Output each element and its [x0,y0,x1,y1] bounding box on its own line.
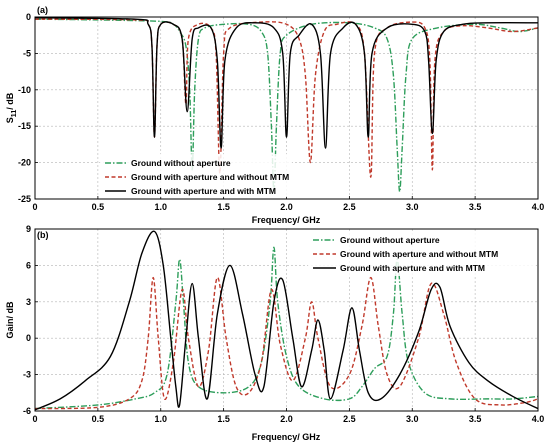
s11-y-label-main: S [5,117,15,123]
s11-y-tick-label: -20 [18,158,31,168]
gain-series-group [34,230,539,411]
s11-x-tick-label: 1.0 [154,202,167,212]
gain-y-tick-label: 0 [26,333,31,343]
s11-x-tick-label: 0.5 [92,202,105,212]
s11-y-label-suffix: / dB [5,92,15,109]
s11-legend-label-aperture-no-mtm: Ground with aperture and without MTM [131,172,289,182]
gain-legend-box [308,231,536,276]
gain-x-ticks: 0 0.5 1.0 1.5 2.0 2.5 3.0 3.5 4.0 [32,408,544,424]
gain-series-ground-with-aperture-and-with-mtm [34,230,539,411]
s11-x-tick-label: 4.0 [532,202,545,212]
gain-legend-label-aperture-mtm: Ground with aperture and with MTM [340,263,485,273]
gain-y-tick-label: 6 [26,260,31,270]
s11-x-tick-label: 0 [32,202,37,212]
s11-y-tick-label: -5 [23,48,31,58]
s11-y-tick-label: -15 [18,121,31,131]
gain-x-tick-label: 2.0 [280,414,293,424]
gain-y-tick-label: 9 [26,224,31,234]
s11-legend: Ground without aperture Ground with aper… [100,154,292,197]
gain-y-ticks: 9 6 3 0 -3 -6 [23,224,38,416]
gain-legend: Ground without aperture Ground with aper… [308,231,536,276]
s11-legend-label-aperture-mtm: Ground with aperture and with MTM [131,186,276,196]
s11-y-tick-label: -25 [18,194,31,204]
gain-x-tick-label: 1.0 [154,414,167,424]
gain-legend-label-no-aperture: Ground without aperture [340,235,440,245]
gain-x-tick-label: 2.5 [343,414,356,424]
gain-x-tick-label: 0 [32,414,37,424]
s11-y-axis-label: S11/ dB [5,92,18,123]
gain-series-ground-with-aperture-and-without-mtm [34,276,539,410]
s11-panel-label: (a) [37,5,48,15]
gain-legend-label-aperture-no-mtm: Ground with aperture and without MTM [340,249,498,259]
s11-x-tick-label: 3.0 [406,202,419,212]
gain-y-tick-label: -3 [23,370,31,380]
s11-x-tick-label: 2.0 [280,202,293,212]
s11-y-tick-label: -10 [18,85,31,95]
s11-x-tick-label: 1.5 [217,202,230,212]
s11-x-axis-label: Frequency/ GHz [252,215,321,225]
gain-panel-label: (b) [37,230,49,240]
s11-y-tick-label: 0 [26,12,31,22]
s11-series-group [34,17,539,193]
gain-x-tick-label: 4.0 [532,414,545,424]
gain-x-axis-label: Frequency/ GHz [252,432,321,442]
s11-x-tick-label: 2.5 [343,202,356,212]
s11-panel: 0 0.5 1.0 1.5 2.0 2.5 3.0 3.5 4.0 0 -5 -10 -15 -20 -2… [5,5,544,225]
gain-y-tick-label: -6 [23,406,31,416]
gain-y-tick-label: 3 [26,297,31,307]
s11-series-ground-without-aperture [34,18,539,193]
s11-y-label-sub: 11 [11,110,18,118]
gain-x-tick-label: 1.5 [217,414,230,424]
s11-x-tick-label: 3.5 [469,202,482,212]
s11-legend-box [100,154,292,197]
gain-x-tick-label: 0.5 [92,414,105,424]
s11-legend-label-no-aperture: Ground without aperture [131,158,231,168]
gain-panel: 0 0.5 1.0 1.5 2.0 2.5 3.0 3.5 4.0 9 6 3 0 -3 -6 (b) F… [5,224,544,442]
s11-y-ticks: 0 -5 -10 -15 -20 -25 [18,12,38,204]
gain-y-axis-label: Gain/ dB [5,301,15,339]
gain-x-tick-label: 3.5 [469,414,482,424]
s11-series-ground-with-aperture-and-with-mtm [34,17,539,149]
gain-x-tick-label: 3.0 [406,414,419,424]
